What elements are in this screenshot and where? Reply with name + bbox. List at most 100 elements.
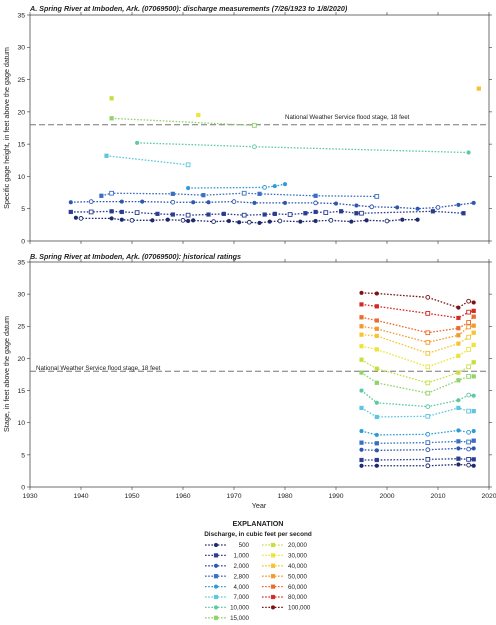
legend-item-label: 20,000 (288, 542, 307, 549)
panel-a-point-1000 (241, 212, 247, 218)
panel-b-y-tick-label: 30 (17, 292, 25, 299)
panel-b-point-40000 (471, 330, 476, 335)
panel-a-point-500 (226, 218, 231, 224)
panel-a-point-1000 (430, 209, 435, 214)
panel-b-series-line-10000 (361, 390, 474, 408)
panel-b-y-tick-label: 25 (17, 324, 25, 331)
panel-a-point-2000 (170, 199, 176, 205)
panel-b-point-7000 (359, 405, 364, 411)
panel-a-point-500 (186, 218, 191, 224)
panel-a-point-2000 (231, 199, 237, 204)
panel-b-x-tick-label: 2000 (379, 493, 394, 500)
panel-b-point-7000 (456, 405, 461, 411)
panel-b-point-10000 (471, 393, 476, 398)
panel-a-point-1000 (461, 211, 466, 216)
panel-b-point-15000 (374, 380, 379, 385)
panel-b-point-50000 (359, 324, 364, 329)
panel-a-point-2000 (369, 204, 375, 210)
legend-item-label: 15,000 (230, 615, 249, 622)
panel-a-point-1000 (88, 209, 94, 215)
legend-swatch-marker (213, 542, 219, 548)
panel-b-point-2800 (471, 438, 476, 443)
legend-item-label: 7,000 (234, 594, 250, 601)
panel-b-point-1000 (466, 457, 471, 462)
panel-a-point-1000 (134, 210, 140, 215)
panel-a-point-500 (349, 219, 354, 224)
panel-b-point-1000 (471, 457, 476, 462)
legend-swatch-marker (213, 594, 219, 600)
panel-a-point-2800 (109, 190, 114, 196)
panel-a-point-1000 (287, 212, 293, 217)
legend-item-label: 1,000 (234, 553, 250, 560)
panel-b-point-15000 (425, 390, 431, 396)
panel-a-point-30000 (196, 112, 201, 118)
panel-b-point-50000 (471, 323, 476, 328)
panel-a-point-2000 (206, 200, 211, 205)
panel-a-y-tick-label: 10 (17, 174, 25, 181)
panel-a-point-2000 (282, 200, 288, 206)
panel-a-y-tick-label: 20 (17, 109, 25, 116)
panel-a-point-2800 (241, 190, 247, 196)
panel-b-y-tick-label: 20 (17, 356, 25, 363)
panel-b-point-7000 (471, 409, 476, 414)
panel-a-point-500 (298, 219, 303, 224)
panel-b-point-60000 (359, 315, 364, 320)
panel-b-point-40000 (425, 350, 431, 356)
panel-b-flood-stage-label: National Weather Service flood stage, 18… (36, 365, 161, 372)
panel-a-plot-frame (29, 14, 490, 242)
panel-a-y-tick-label: 0 (21, 238, 25, 245)
panel-b-point-30000 (466, 347, 471, 352)
panel-b-point-500 (471, 463, 476, 468)
panel-a-point-500 (277, 218, 283, 224)
panel-a-point-2000 (191, 200, 196, 205)
panel-b-point-100000 (425, 295, 431, 300)
panel-a-title: A. Spring River at Imboden, Ark. (070695… (29, 4, 348, 13)
panel-b-y-tick-label: 35 (17, 259, 25, 266)
panel-b-x-tick-label: 1960 (175, 493, 190, 500)
legend-swatch-marker (213, 553, 219, 558)
panel-b-y-tick-label: 5 (21, 452, 25, 459)
panel-a-point-2000 (313, 200, 318, 206)
panel-b-point-2000 (456, 446, 461, 451)
panel-b-point-500 (374, 463, 379, 468)
panel-b-series-line-30000 (361, 344, 475, 368)
panel-b-point-7000 (374, 414, 379, 420)
panel-b-x-tick-label: 1980 (277, 493, 292, 500)
legend-swatch-marker (270, 594, 276, 600)
panel-a-point-500 (400, 217, 405, 222)
panel-a-point-500 (211, 219, 216, 224)
panel-a-series-line-1000 (70, 210, 464, 216)
panel-b-series-line-50000 (361, 325, 474, 344)
panel-b-point-4000 (374, 432, 379, 438)
panel-a-point-500 (267, 219, 272, 224)
legend-swatch-marker (213, 574, 219, 579)
panel-a-point-500 (73, 215, 78, 220)
panel-b-chart: B. Spring River at Imboden, Ark. (070695… (2, 252, 496, 510)
panel-a-point-500 (78, 216, 84, 221)
panel-a-y-tick-label: 35 (17, 12, 25, 19)
legend-item-label: 500 (239, 542, 250, 549)
panel-a-point-500 (384, 218, 390, 224)
panel-a-y-tick-label: 15 (17, 142, 25, 149)
panel-b-point-30000 (456, 353, 461, 358)
legend-item-label: 30,000 (288, 553, 307, 560)
panel-a-point-40000 (476, 86, 481, 91)
panel-a-point-500 (246, 219, 252, 225)
panel-a-point-500 (150, 218, 155, 223)
panel-b-point-80000 (471, 308, 476, 313)
panel-b-point-4000 (456, 428, 461, 433)
panel-a-point-2000 (68, 200, 73, 205)
panel-b-point-15000 (456, 378, 461, 383)
panel-b-point-2800 (456, 439, 461, 444)
panel-a-flood-stage-label: National Weather Service flood stage, 18… (285, 114, 410, 121)
legend-item-label: 4,000 (234, 584, 250, 591)
panel-b-point-15000 (359, 370, 364, 375)
panel-a-point-500 (191, 218, 196, 223)
legend-swatch-marker (213, 563, 219, 568)
panel-b-point-2800 (425, 440, 431, 445)
panel-a-point-2800 (257, 191, 262, 196)
panel-a-point-2000 (119, 199, 124, 204)
panel-b-point-80000 (359, 302, 364, 307)
panel-b-point-15000 (471, 374, 476, 379)
